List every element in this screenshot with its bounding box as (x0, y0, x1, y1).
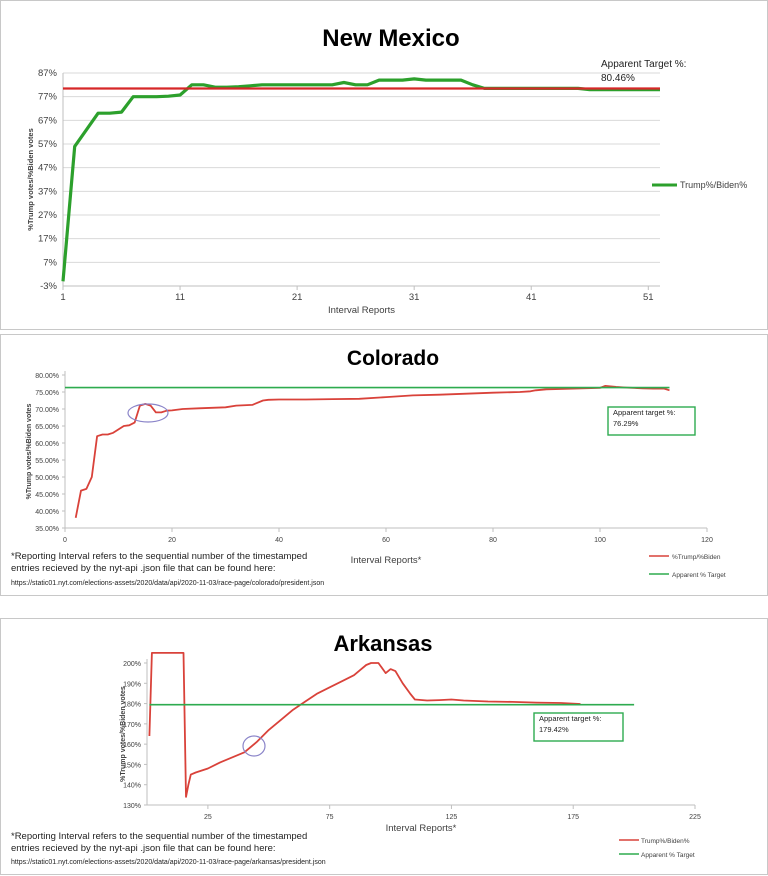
y-tick-label: 27% (38, 210, 58, 221)
x-tick-label: 0 (63, 537, 67, 544)
y-tick-label: 55.00% (35, 458, 59, 465)
y-tick-label: 67% (38, 115, 58, 126)
y-tick-label: 40.00% (35, 509, 59, 516)
highlight-circle (242, 735, 266, 757)
y-axis-label: %Trump votes/%Biden votes (26, 128, 35, 231)
chart-title: Arkansas (333, 631, 432, 656)
x-tick-label: 41 (526, 292, 537, 303)
y-tick-label: 170% (123, 722, 141, 729)
y-tick-label: 200% (123, 661, 141, 668)
y-axis-label: %Trump votes/%Biden votes (26, 404, 33, 500)
chart-title: New Mexico (322, 25, 459, 52)
x-tick-label: 31 (409, 292, 420, 303)
x-axis-label: Interval Reports* (351, 555, 422, 566)
x-tick-label: 40 (275, 537, 283, 544)
footnote-line: *Reporting Interval refers to the sequen… (11, 551, 307, 562)
highlight-circle (127, 403, 169, 423)
x-tick-label: 175 (567, 814, 579, 821)
x-tick-label: 125 (446, 814, 458, 821)
chart-panel-new-mexico: 87% 77% 67% 57% 47% 37% 27% 17% 7% -3% 1 11 21 31 41 51… (0, 0, 768, 330)
series-line-ratio (74, 385, 670, 518)
y-tick-label: 45.00% (35, 492, 59, 499)
chart-panel-colorado: 80.00% 75.00% 70.00% 65.00% 60.00% 55.00% 50.0… (0, 334, 768, 596)
x-tick-label: 1 (60, 292, 65, 303)
target-annotation-label: Apparent target %: (613, 408, 676, 417)
legend-label: %Trump/%Biden (672, 554, 721, 561)
y-tick-label: 47% (38, 163, 58, 174)
legend-label: Trump%/Biden% (641, 838, 690, 845)
target-annotation-value: 76.29% (613, 419, 639, 428)
legend-label: Apparent % Target (641, 852, 695, 859)
legend-label: Trump%/Biden% (680, 180, 747, 190)
source-url: https://static01.nyt.com/elections-asset… (11, 580, 324, 587)
chart-colorado: 80.00% 75.00% 70.00% 65.00% 60.00% 55.00% 50.0… (11, 347, 726, 587)
x-axis-label: Interval Reports* (386, 823, 457, 834)
footnote-line: entries recieved by the nyt-api .json fi… (11, 843, 276, 854)
y-tick-label: 17% (38, 234, 58, 245)
y-tick-label: 80.00% (35, 373, 59, 380)
y-tick-label: 180% (123, 702, 141, 709)
y-tick-label: 65.00% (35, 424, 59, 431)
chart-panel-arkansas: 200% 190% 180% 170% 160% 150% 140% 130% 25 75 125 1… (0, 618, 768, 875)
x-tick-label: 75 (326, 814, 334, 821)
chart-title: Colorado (347, 347, 439, 370)
x-tick-label: 225 (689, 814, 701, 821)
y-tick-label: 60.00% (35, 441, 59, 448)
y-tick-label: 87% (38, 68, 58, 79)
y-tick-label: 50.00% (35, 475, 59, 482)
target-annotation-label: Apparent Target %: (601, 59, 686, 70)
target-annotation-box (607, 406, 696, 436)
y-tick-label: 77% (38, 92, 58, 103)
y-axis-label: %Trump votes/%Biden votes (120, 686, 127, 782)
target-annotation-value: 80.46% (601, 73, 635, 84)
y-tick-label: 7% (43, 257, 57, 268)
x-tick-label: 11 (175, 292, 185, 303)
y-tick-label: 70.00% (35, 407, 59, 414)
target-annotation-value: 179.42% (539, 725, 569, 734)
y-tick-label: 37% (38, 186, 58, 197)
series-line-ratio (61, 77, 660, 282)
x-axis-label: Interval Reports (328, 305, 395, 316)
x-tick-label: 100 (594, 537, 606, 544)
x-tick-label: 51 (643, 292, 654, 303)
y-tick-label: 190% (123, 681, 141, 688)
footnote-line: *Reporting Interval refers to the sequen… (11, 831, 307, 842)
series-line-ratio (148, 652, 581, 798)
x-tick-label: 60 (382, 537, 390, 544)
target-annotation-label: Apparent target %: (539, 714, 602, 723)
x-tick-label: 25 (204, 814, 212, 821)
y-tick-label: 150% (123, 762, 141, 769)
source-url: https://static01.nyt.com/elections-asset… (11, 859, 326, 866)
y-tick-label: 35.00% (35, 526, 59, 533)
y-tick-label: -3% (40, 281, 57, 292)
y-tick-label: 160% (123, 742, 141, 749)
x-tick-label: 120 (701, 537, 713, 544)
y-tick-label: 57% (38, 139, 58, 150)
chart-new-mexico: 87%77%67%57%47%37%27%17%7%-3%1 11 21 31 41 51… (26, 25, 747, 316)
x-tick-label: 20 (168, 537, 176, 544)
legend-label: Apparent % Target (672, 572, 726, 579)
y-tick-label: 140% (123, 783, 141, 790)
x-tick-label: 80 (489, 537, 497, 544)
y-tick-label: 75.00% (35, 390, 59, 397)
footnote-line: entries recieved by the nyt-api .json fi… (11, 563, 276, 574)
x-tick-label: 21 (292, 292, 303, 303)
chart-arkansas: 200% 190% 180% 170% 160% 150% 140% 130% 25 75 125 1… (11, 631, 701, 866)
y-tick-label: 130% (123, 803, 141, 810)
target-annotation-box (533, 712, 624, 742)
